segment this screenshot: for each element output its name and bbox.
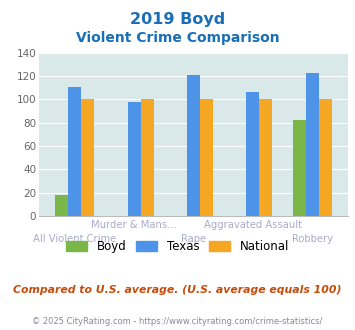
Text: Compared to U.S. average. (U.S. average equals 100): Compared to U.S. average. (U.S. average … (13, 285, 342, 295)
Bar (319, 99, 332, 216)
Bar (141, 99, 154, 216)
Bar (260, 99, 273, 216)
Legend: Boyd, Texas, National: Boyd, Texas, National (66, 240, 289, 253)
Bar (293, 120, 306, 216)
Bar (200, 99, 213, 216)
Text: Aggravated Assault: Aggravated Assault (204, 220, 302, 230)
Text: All Violent Crime: All Violent Crime (33, 234, 116, 244)
Bar (55, 195, 68, 216)
Text: Violent Crime Comparison: Violent Crime Comparison (76, 31, 279, 45)
Text: Rape: Rape (181, 234, 206, 244)
Bar (68, 87, 81, 216)
Bar (81, 99, 94, 216)
Bar (246, 92, 260, 216)
Text: Robbery: Robbery (292, 234, 333, 244)
Bar (306, 73, 319, 216)
Bar (187, 75, 200, 216)
Text: © 2025 CityRating.com - https://www.cityrating.com/crime-statistics/: © 2025 CityRating.com - https://www.city… (32, 317, 323, 326)
Bar (127, 102, 141, 216)
Text: 2019 Boyd: 2019 Boyd (130, 12, 225, 26)
Text: Murder & Mans...: Murder & Mans... (91, 220, 177, 230)
